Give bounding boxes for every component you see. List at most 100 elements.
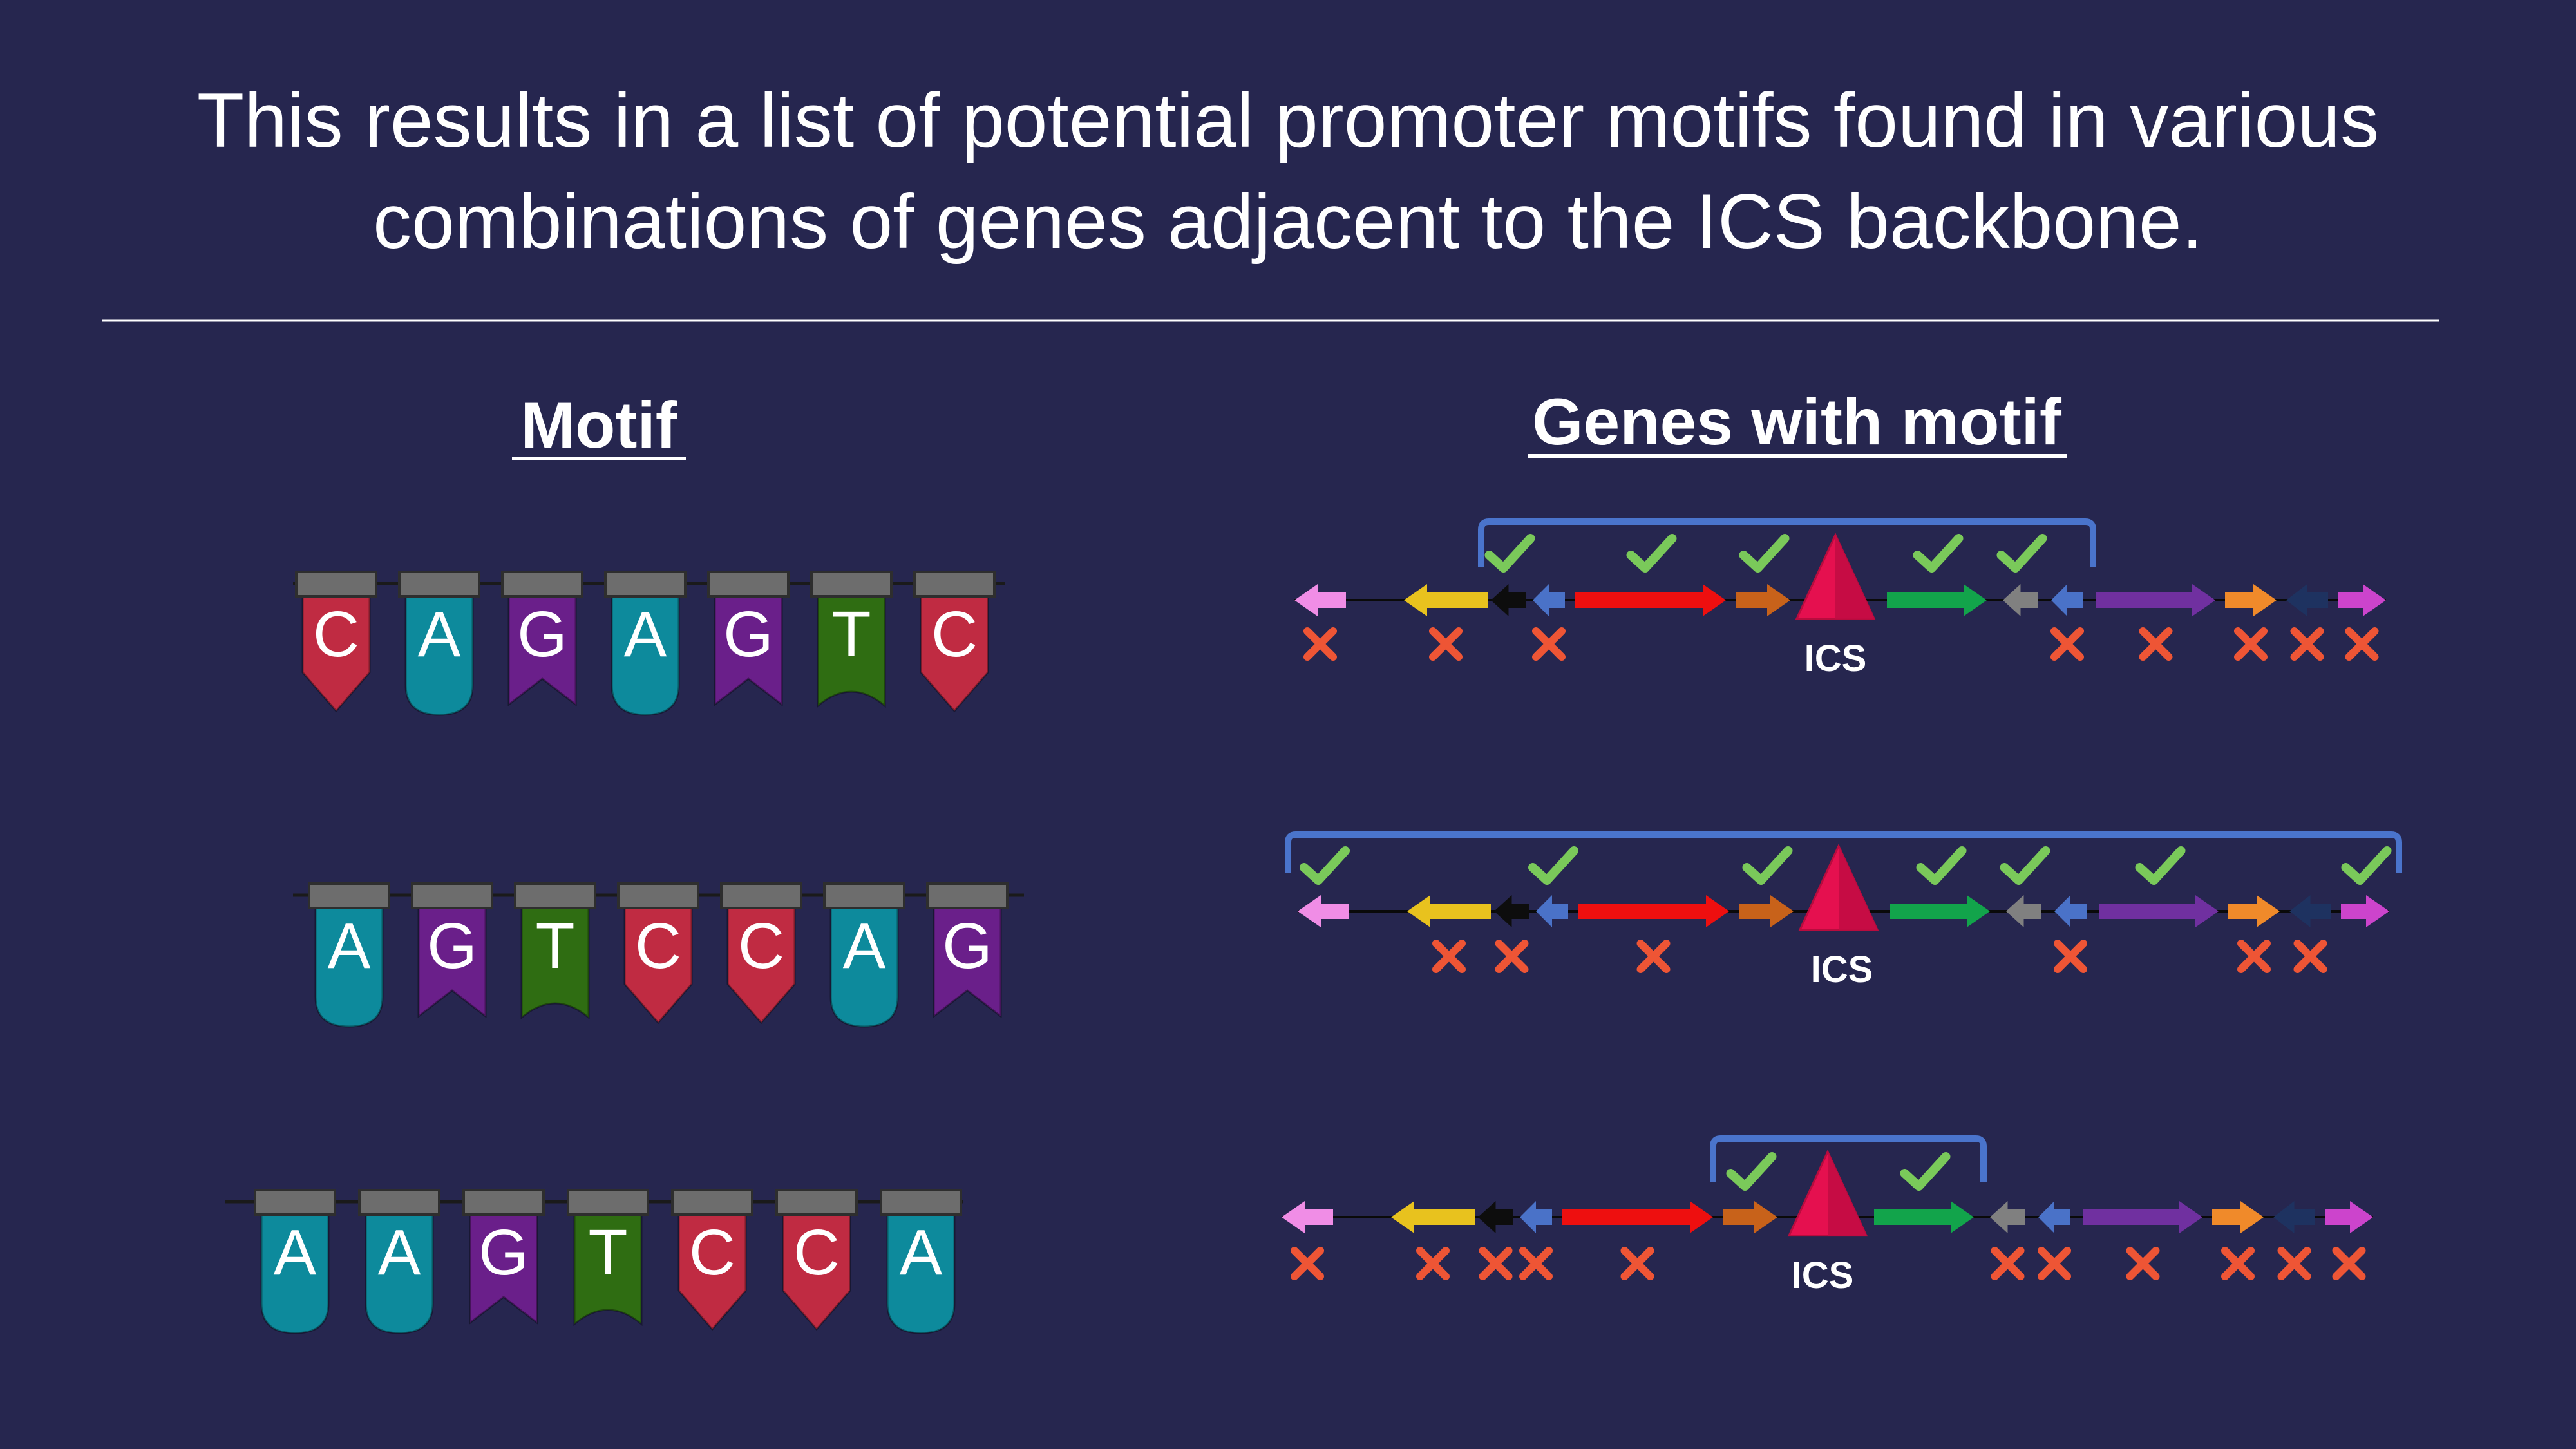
motif-flag-cap bbox=[810, 571, 893, 598]
cross-icon bbox=[1991, 1247, 2025, 1280]
motif-flag-cap bbox=[880, 1189, 962, 1216]
gene-arrow-red bbox=[1562, 1201, 1713, 1233]
gene-arrow-yellow bbox=[1391, 1201, 1475, 1233]
motif-flag-cap bbox=[514, 882, 596, 909]
cross-icon bbox=[2139, 627, 2173, 661]
motif-flag-cap bbox=[926, 882, 1009, 909]
motif-flag-cap bbox=[671, 1189, 753, 1216]
motif-letter: A bbox=[900, 1217, 943, 1289]
gene-arrow-pink bbox=[1282, 1201, 1333, 1233]
motif-flag-body bbox=[829, 905, 899, 1028]
motif-flag-G: G bbox=[926, 882, 1009, 1019]
check-icon bbox=[1913, 534, 1964, 573]
genes-heading: Genes with motif bbox=[1532, 385, 2062, 459]
motif-flag-body bbox=[314, 905, 384, 1028]
gene-arrow-blue-small bbox=[1536, 895, 1568, 927]
gene-arrow-green bbox=[1874, 1201, 1974, 1233]
motif-letter: G bbox=[723, 598, 773, 670]
gene-arrow-gray bbox=[2006, 895, 2041, 927]
motif-letter: A bbox=[418, 598, 461, 670]
motif-letter: C bbox=[793, 1217, 840, 1289]
motif-flag-cap bbox=[358, 1189, 440, 1216]
cross-icon bbox=[2277, 1247, 2311, 1280]
cross-icon bbox=[1636, 940, 1671, 973]
cross-icon bbox=[1303, 627, 1337, 661]
check-icon bbox=[1916, 846, 1967, 885]
gene-arrow-pink bbox=[1294, 584, 1346, 616]
motif-flag-cap bbox=[501, 571, 583, 598]
motif-flag-cap bbox=[398, 571, 480, 598]
motif-flag-body bbox=[520, 905, 590, 1020]
cross-icon bbox=[2237, 940, 2271, 973]
motif-flag-T: T bbox=[567, 1189, 649, 1327]
motif-flag-A: A bbox=[823, 882, 905, 1028]
gene-arrow-green bbox=[1890, 895, 1990, 927]
motif-letter: G bbox=[942, 910, 992, 982]
motif-flag-C: C bbox=[617, 882, 699, 1025]
motif-flag-C: C bbox=[775, 1189, 858, 1331]
motif-flag-cap bbox=[308, 882, 390, 909]
gene-arrow-pink bbox=[1298, 895, 1349, 927]
motif-flag-G: G bbox=[462, 1189, 545, 1325]
motif-flag-A: A bbox=[880, 1189, 962, 1334]
gene-arrow-navy bbox=[2286, 584, 2328, 616]
check-icon bbox=[1996, 534, 2047, 573]
check-icon bbox=[2341, 846, 2392, 885]
gene-arrow-red bbox=[1575, 584, 1726, 616]
motif-flag-body bbox=[611, 594, 680, 716]
gene-arrow-blue-2 bbox=[2038, 1201, 2070, 1233]
gene-arrow-blue-small bbox=[1533, 584, 1565, 616]
motif-bracket bbox=[1710, 1135, 1987, 1182]
ics-label: ICS bbox=[1804, 638, 1867, 679]
motif-letter: C bbox=[635, 910, 681, 982]
gene-arrow-magenta bbox=[2338, 584, 2386, 616]
check-icon bbox=[2000, 846, 2050, 885]
motif-flag-cap bbox=[775, 1189, 858, 1216]
motif-letter: T bbox=[535, 910, 574, 982]
cross-icon bbox=[1620, 1247, 1654, 1280]
motif-flag-cap bbox=[707, 571, 790, 598]
motif-flag-cap bbox=[567, 1189, 649, 1216]
gene-arrow-purple bbox=[2096, 584, 2215, 616]
gene-arrow-yellow bbox=[1407, 895, 1491, 927]
check-icon bbox=[1484, 534, 1535, 573]
motif-letter: C bbox=[738, 910, 784, 982]
ics-element-shade bbox=[1835, 535, 1874, 619]
gene-arrow-gray bbox=[2003, 584, 2038, 616]
gene-arrow-blue-2 bbox=[2051, 584, 2083, 616]
motif-letter: A bbox=[378, 1217, 421, 1289]
motif-letter: C bbox=[931, 598, 978, 670]
ics-element-shade bbox=[1839, 846, 1877, 930]
motif-flag-cap bbox=[720, 882, 802, 909]
cross-icon bbox=[1416, 1247, 1450, 1280]
motif-flag-T: T bbox=[810, 571, 893, 708]
cross-icon bbox=[2050, 627, 2084, 661]
gene-arrow-orange-1 bbox=[1736, 584, 1790, 616]
motif-flag-body bbox=[260, 1212, 330, 1334]
check-icon bbox=[1528, 846, 1578, 885]
cross-icon bbox=[2054, 940, 2087, 973]
motif-heading: Motif bbox=[520, 388, 678, 462]
motif-flag-cap bbox=[617, 882, 699, 909]
cross-icon bbox=[2290, 627, 2324, 661]
motif-letter: A bbox=[328, 910, 371, 982]
gene-arrow-orange-2 bbox=[2225, 584, 2277, 616]
gene-arrow-black bbox=[1478, 1201, 1513, 1233]
motif-letter: A bbox=[843, 910, 886, 982]
motif-flag-G: G bbox=[411, 882, 493, 1019]
gene-arrow-gray bbox=[1990, 1201, 2025, 1233]
gene-arrow-black bbox=[1494, 895, 1530, 927]
motif-flag-C: C bbox=[295, 571, 377, 713]
cross-icon bbox=[1479, 1247, 1513, 1280]
motif-flag-cap bbox=[462, 1189, 545, 1216]
motif-flag-C: C bbox=[671, 1189, 753, 1331]
motif-flag-A: A bbox=[254, 1189, 336, 1334]
motif-bracket bbox=[1285, 831, 2402, 873]
motif-flag-A: A bbox=[604, 571, 687, 716]
gene-track: ICS bbox=[1282, 1135, 2373, 1296]
check-icon bbox=[1626, 534, 1677, 573]
gene-arrow-black bbox=[1491, 584, 1526, 616]
cross-icon bbox=[1429, 627, 1463, 661]
